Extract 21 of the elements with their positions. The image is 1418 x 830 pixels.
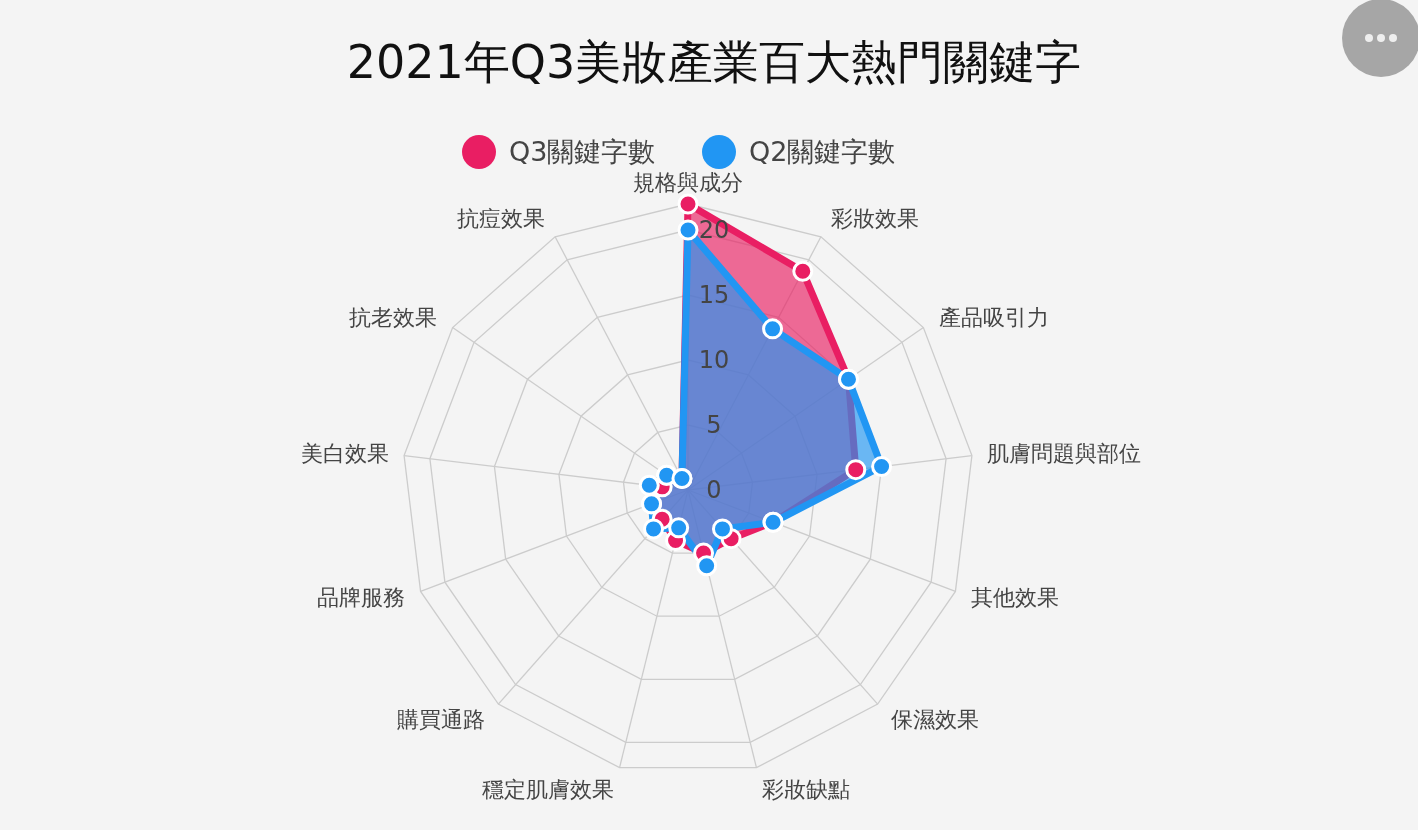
y-tick-label: 5 xyxy=(706,411,722,440)
spoke-label: 美白效果 xyxy=(301,441,390,467)
legend-label: Q2關鍵字數 xyxy=(749,136,896,168)
spoke-label: 穩定肌膚效果 xyxy=(482,776,615,802)
y-tick-label: 10 xyxy=(698,346,730,375)
spoke-label: 產品吸引力 xyxy=(938,304,1049,330)
spoke-label: 品牌服務 xyxy=(316,585,405,611)
legend-label: Q3關鍵字數 xyxy=(509,136,656,168)
spoke-label: 抗痘效果 xyxy=(457,205,546,231)
spoke-label: 抗老效果 xyxy=(349,304,438,330)
spoke-label: 彩妝缺點 xyxy=(761,776,850,802)
y-tick-label: 15 xyxy=(698,281,730,310)
spoke-label: 規格與成分 xyxy=(633,169,743,195)
spoke-label: 購買通路 xyxy=(397,706,486,732)
spoke-label: 肌膚問題與部位 xyxy=(986,441,1141,467)
chart-title: 2021年Q3美妝產業百大熱門關鍵字 xyxy=(346,35,1082,90)
spoke-label: 其他效果 xyxy=(971,585,1060,611)
y-tick-label: 20 xyxy=(698,216,730,245)
spoke-label: 彩妝效果 xyxy=(830,205,919,231)
y-tick-label: 0 xyxy=(706,476,722,505)
spoke-label: 保濕效果 xyxy=(890,706,979,732)
